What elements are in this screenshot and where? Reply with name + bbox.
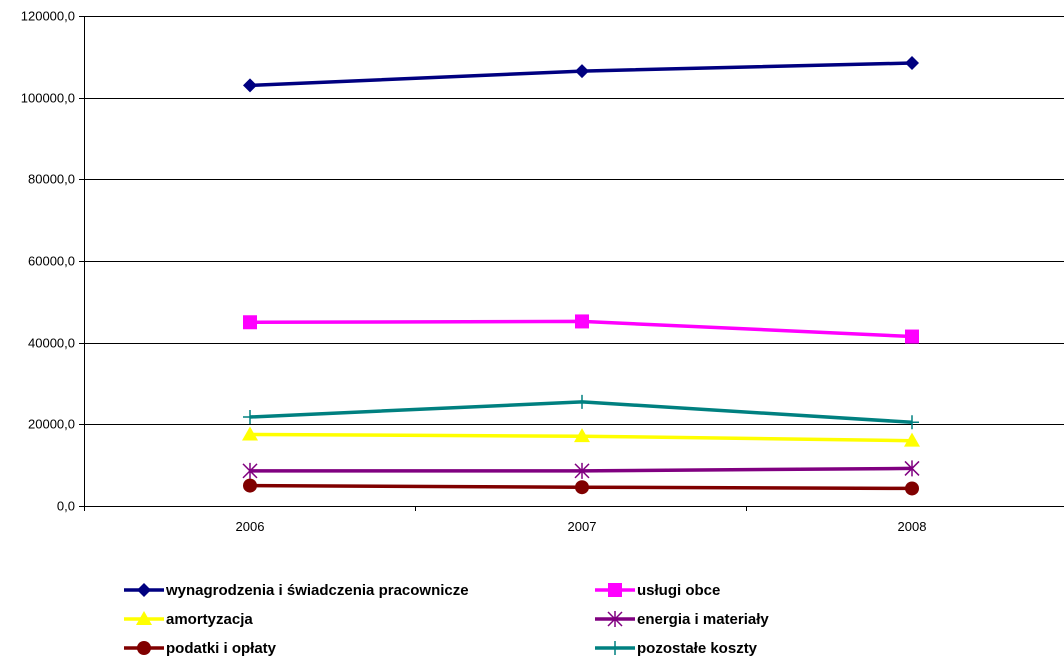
data-point bbox=[243, 78, 257, 93]
legend-label: pozostałe koszty bbox=[637, 640, 758, 657]
data-point bbox=[575, 394, 589, 409]
data-point bbox=[575, 64, 589, 79]
data-point bbox=[904, 432, 920, 447]
legend-item: usługi obce bbox=[595, 582, 720, 599]
data-point bbox=[905, 481, 919, 496]
legend-label: podatki i opłaty bbox=[166, 640, 277, 657]
y-tick-labels: 0,0 20000,0 40000,0 60000,0 80000,0 100000,0 1… bbox=[21, 9, 75, 514]
y-tick-label: 100000,0 bbox=[21, 91, 75, 106]
series-0 bbox=[243, 55, 919, 93]
data-point bbox=[575, 480, 589, 495]
legend-swatch-marker bbox=[137, 583, 151, 597]
legend-item: energia i materiały bbox=[595, 611, 769, 628]
series-1 bbox=[243, 314, 919, 344]
legend-swatch-marker bbox=[608, 583, 622, 597]
data-point bbox=[242, 462, 258, 479]
legend-label: usługi obce bbox=[637, 582, 720, 599]
series-line bbox=[249, 400, 913, 425]
x-tick-label: 2006 bbox=[236, 519, 265, 534]
data-point bbox=[575, 314, 589, 329]
gridlines bbox=[84, 16, 1064, 425]
legend-swatch-marker bbox=[607, 611, 623, 627]
x-tick-labels: 2006 2007 2008 bbox=[236, 519, 927, 534]
data-point bbox=[243, 315, 257, 330]
axes bbox=[79, 16, 1064, 511]
legend-item: amortyzacja bbox=[124, 611, 253, 628]
legend-swatch-marker bbox=[137, 641, 151, 655]
y-tick-label: 120000,0 bbox=[21, 9, 75, 24]
data-point bbox=[904, 460, 920, 477]
series-5 bbox=[243, 394, 919, 430]
y-tick-label: 20000,0 bbox=[28, 417, 75, 432]
y-tick-label: 40000,0 bbox=[28, 336, 75, 351]
data-point bbox=[905, 415, 919, 430]
legend-swatch-marker bbox=[136, 611, 152, 625]
y-tick-label: 0,0 bbox=[57, 499, 75, 514]
x-tick-label: 2008 bbox=[898, 519, 927, 534]
data-point bbox=[243, 478, 257, 493]
data-point bbox=[574, 462, 590, 479]
legend-item: wynagrodzenia i świadczenia pracownicze bbox=[124, 582, 469, 599]
x-tick-label: 2007 bbox=[568, 519, 597, 534]
legend-item: pozostałe koszty bbox=[595, 640, 758, 657]
legend-swatch-marker bbox=[608, 641, 622, 655]
series-2 bbox=[242, 426, 920, 447]
legend-item: podatki i opłaty bbox=[124, 640, 277, 657]
legend-label: energia i materiały bbox=[637, 611, 769, 628]
series-3 bbox=[242, 460, 920, 479]
y-tick-label: 60000,0 bbox=[28, 254, 75, 269]
series-4 bbox=[243, 478, 919, 496]
data-point bbox=[574, 428, 590, 443]
legend-label: amortyzacja bbox=[166, 611, 253, 628]
y-tick-label: 80000,0 bbox=[28, 172, 75, 187]
legend-label: wynagrodzenia i świadczenia pracownicze bbox=[165, 582, 469, 599]
data-point bbox=[242, 426, 258, 441]
data-point bbox=[905, 55, 919, 70]
series-group bbox=[242, 55, 920, 496]
data-point bbox=[905, 329, 919, 344]
legend: wynagrodzenia i świadczenia pracownicze u… bbox=[124, 582, 769, 657]
data-point bbox=[243, 409, 257, 424]
